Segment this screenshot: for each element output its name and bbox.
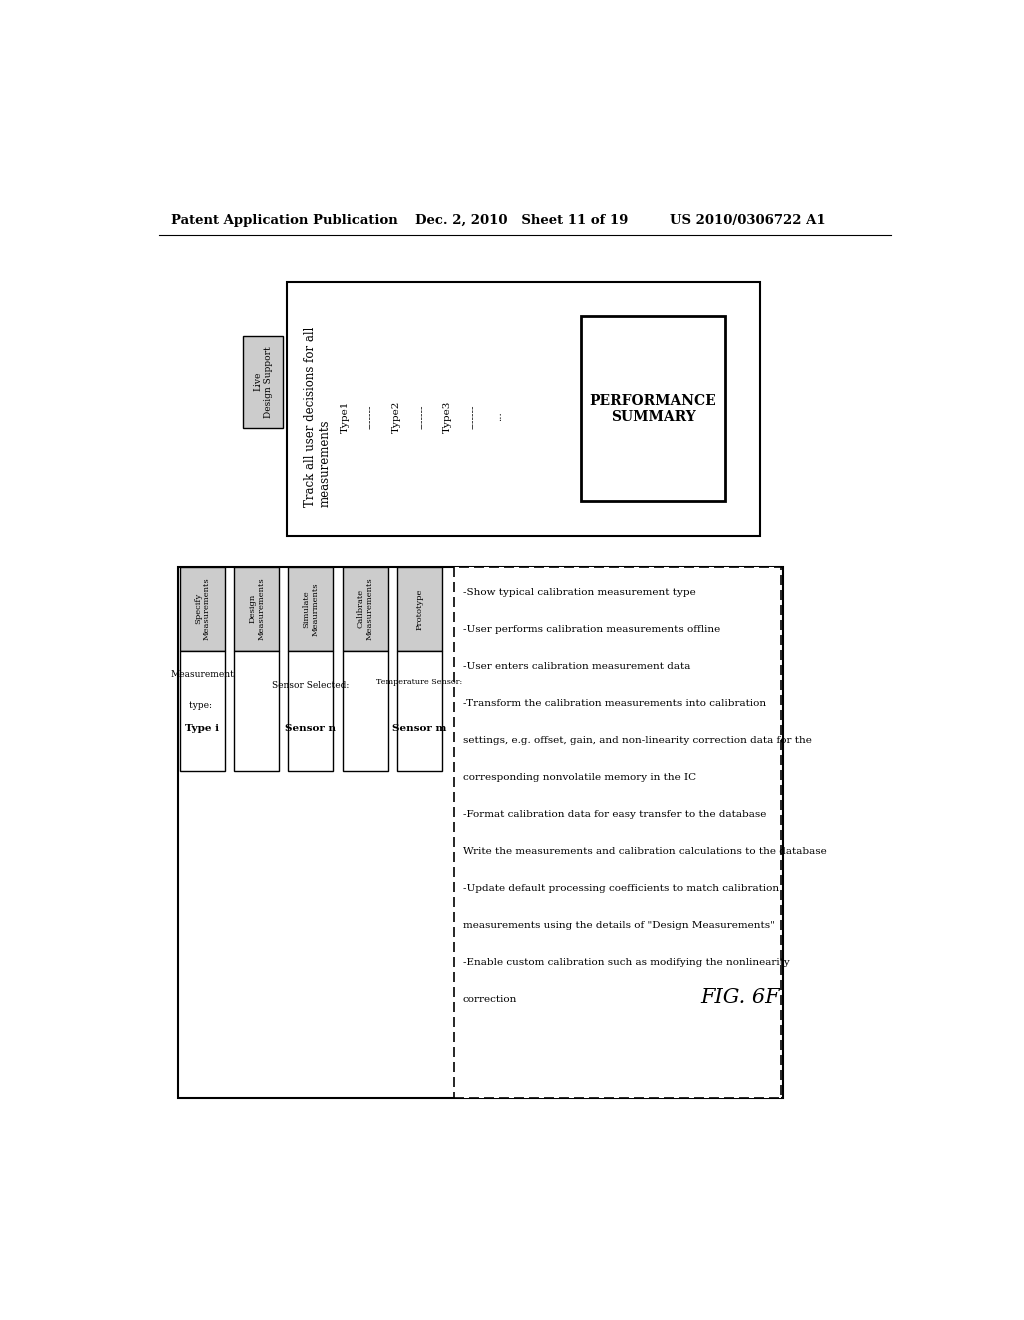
Text: Measurement: Measurement (170, 669, 234, 678)
Text: Type1: Type1 (341, 400, 349, 433)
Bar (234, 651, 280, 771)
Bar (243, 335, 283, 428)
Text: Dec. 2, 2010   Sheet 11 of 19: Dec. 2, 2010 Sheet 11 of 19 (415, 214, 628, 227)
Bar (180, 566, 225, 651)
Bar (343, 651, 388, 771)
Text: settings, e.g. offset, gain, and non-linearity correction data for the: settings, e.g. offset, gain, and non-lin… (463, 737, 812, 744)
Bar (397, 566, 442, 651)
Bar (287, 281, 760, 536)
Text: measurements using the details of "Design Measurements": measurements using the details of "Desig… (463, 921, 775, 929)
Text: -User enters calibration measurement data: -User enters calibration measurement dat… (463, 663, 690, 671)
Bar (582, 317, 725, 502)
Bar (343, 566, 388, 651)
Bar (289, 651, 334, 771)
Text: Track all user decisions for all
measurements: Track all user decisions for all measure… (304, 326, 332, 507)
Text: Temperature Sensor:: Temperature Sensor: (376, 678, 463, 686)
Bar (454, 566, 780, 1098)
Text: Patent Application Publication: Patent Application Publication (171, 214, 397, 227)
Text: Sensor Selected:: Sensor Selected: (272, 681, 349, 690)
Text: Sensor n: Sensor n (286, 723, 337, 733)
Text: Sensor m: Sensor m (392, 723, 446, 733)
Text: type:: type: (189, 701, 215, 710)
Text: correction: correction (463, 995, 517, 1003)
Text: ...: ... (494, 412, 503, 421)
Text: -Transform the calibration measurements into calibration: -Transform the calibration measurements … (463, 700, 766, 708)
Text: Prototype: Prototype (416, 589, 423, 630)
Bar (180, 651, 225, 771)
Text: PERFORMANCE
SUMMARY: PERFORMANCE SUMMARY (590, 393, 717, 424)
Text: Simulate
Meaurments: Simulate Meaurments (302, 582, 319, 636)
Text: -Format calibration data for easy transfer to the database: -Format calibration data for easy transf… (463, 810, 766, 818)
Bar (397, 651, 442, 771)
Text: Write the measurements and calibration calculations to the database: Write the measurements and calibration c… (463, 847, 826, 855)
Text: Design
Measurements: Design Measurements (248, 578, 265, 640)
Text: -------: ------- (366, 404, 375, 429)
Text: Type i: Type i (185, 723, 219, 733)
Text: Calibrate
Measurements: Calibrate Measurements (356, 578, 374, 640)
Text: FIG. 6F: FIG. 6F (700, 989, 780, 1007)
Text: -------: ------- (417, 404, 426, 429)
Text: Type3: Type3 (442, 400, 452, 433)
Bar (289, 566, 334, 651)
Bar (234, 566, 280, 651)
Text: Specify
Measurements: Specify Measurements (194, 578, 211, 640)
Text: US 2010/0306722 A1: US 2010/0306722 A1 (671, 214, 826, 227)
Text: -------: ------- (468, 404, 477, 429)
Text: -Update default processing coefficients to match calibration: -Update default processing coefficients … (463, 884, 779, 892)
Text: Type2: Type2 (391, 400, 400, 433)
Text: -Enable custom calibration such as modifying the nonlinearity: -Enable custom calibration such as modif… (463, 958, 790, 966)
Text: Live
Design Support: Live Design Support (253, 346, 272, 417)
Text: -User performs calibration measurements offline: -User performs calibration measurements … (463, 626, 720, 634)
Text: -Show typical calibration measurement type: -Show typical calibration measurement ty… (463, 589, 695, 597)
Text: corresponding nonvolatile memory in the IC: corresponding nonvolatile memory in the … (463, 774, 696, 781)
Bar (178, 566, 783, 1098)
